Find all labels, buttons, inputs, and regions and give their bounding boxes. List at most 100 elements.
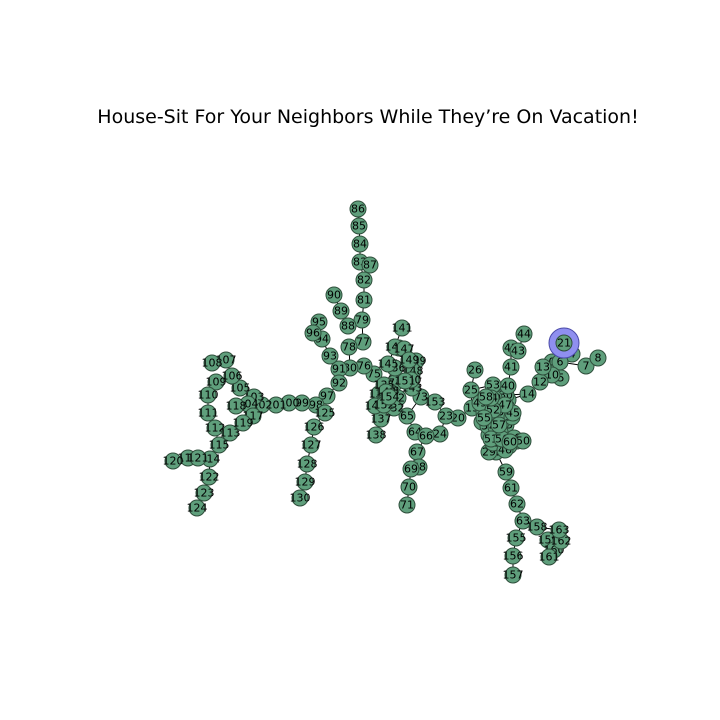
node-label: 7 xyxy=(583,360,590,373)
node-circle xyxy=(550,521,568,539)
graph-node-59: 59 xyxy=(497,463,515,481)
node-circle xyxy=(332,302,350,320)
graph-node-122: 122 xyxy=(199,468,220,486)
node-circle xyxy=(349,200,367,218)
graph-node-106: 106 xyxy=(222,367,243,385)
node-circle xyxy=(466,361,484,379)
node-circle xyxy=(321,347,339,365)
node-label: 124 xyxy=(187,502,208,515)
node-label: 120 xyxy=(163,455,184,468)
graph-node-81: 81 xyxy=(355,291,373,309)
graph-node-44: 44 xyxy=(515,325,533,343)
node-circle xyxy=(231,379,249,397)
node-label: 65 xyxy=(400,410,414,423)
node-label: 50 xyxy=(516,435,530,448)
graph-node-7: 7 xyxy=(577,357,595,375)
graph-node-151: 151 xyxy=(395,372,416,390)
node-circle xyxy=(504,566,522,584)
node-circle xyxy=(291,489,309,507)
node-label: 130 xyxy=(290,492,311,505)
node-label: 119 xyxy=(233,417,254,430)
node-label: 156 xyxy=(503,550,524,563)
node-circle xyxy=(355,291,373,309)
graph-node-155: 155 xyxy=(506,529,527,547)
node-label: 6 xyxy=(557,356,564,369)
graph-node-129: 129 xyxy=(295,473,316,491)
node-label: 25 xyxy=(464,384,478,397)
node-label: 57 xyxy=(492,419,506,432)
node-label: 108 xyxy=(202,357,223,370)
node-label: 110 xyxy=(198,389,219,402)
graph-node-93: 93 xyxy=(321,347,339,365)
node-circle xyxy=(417,427,435,445)
graph-node-125: 125 xyxy=(315,404,336,422)
node-circle xyxy=(577,357,595,375)
node-label: 127 xyxy=(301,439,322,452)
graph-node-61: 61 xyxy=(502,479,520,497)
node-label: 128 xyxy=(297,458,318,471)
graph-node-62: 62 xyxy=(508,495,526,513)
node-label: 154 xyxy=(379,391,400,404)
graph-node-107: 107 xyxy=(216,351,237,369)
graph-node-58: 58 xyxy=(477,388,495,406)
node-circle xyxy=(355,271,373,289)
graph-node-91: 91 xyxy=(330,360,348,378)
node-label: 77 xyxy=(356,336,370,349)
node-label: 141 xyxy=(392,322,413,335)
node-label: 89 xyxy=(334,305,348,318)
graph-node-158: 158 xyxy=(527,518,548,536)
graph-node-153: 153 xyxy=(425,393,446,411)
graph-node-89: 89 xyxy=(332,302,350,320)
node-label: 125 xyxy=(315,407,336,420)
graph-node-110: 110 xyxy=(198,386,219,404)
node-circle xyxy=(195,484,213,502)
node-label: 90 xyxy=(327,289,341,302)
graph-node-82: 82 xyxy=(355,271,373,289)
node-circle xyxy=(199,404,217,422)
node-label: 109 xyxy=(206,376,227,389)
node-circle xyxy=(200,468,218,486)
node-circle xyxy=(490,416,508,434)
graph-node-138: 138 xyxy=(366,426,387,444)
node-label: 59 xyxy=(499,466,513,479)
graph-node-99: 99 xyxy=(293,394,311,412)
graph-node-123: 123 xyxy=(194,484,215,502)
node-label: 71 xyxy=(400,499,414,512)
graph-node-149: 149 xyxy=(399,351,420,369)
graph-node-137: 137 xyxy=(371,410,392,428)
graph-node-112: 112 xyxy=(205,419,226,437)
node-label: 97 xyxy=(320,390,334,403)
graph-node-87: 87 xyxy=(361,256,379,274)
node-label: 67 xyxy=(410,446,424,459)
graph-node-163: 163 xyxy=(549,521,570,539)
graph-node-14: 14 xyxy=(519,385,537,403)
graph-node-161: 161 xyxy=(539,548,560,566)
graph-node-40: 40 xyxy=(499,377,517,395)
graph-node-124: 124 xyxy=(187,499,208,517)
node-label: 23 xyxy=(439,410,453,423)
node-label: 70 xyxy=(402,481,416,494)
node-label: 149 xyxy=(399,354,420,367)
node-label: 121 xyxy=(188,452,209,465)
node-label: 107 xyxy=(216,354,237,367)
graph-node-92: 92 xyxy=(330,374,348,392)
graph-node-130: 130 xyxy=(290,489,311,507)
graph-node-111: 111 xyxy=(198,404,219,422)
node-label: 145 xyxy=(378,358,399,371)
node-circle xyxy=(504,547,522,565)
node-label: 122 xyxy=(199,471,220,484)
node-label: 123 xyxy=(194,487,215,500)
node-label: 21 xyxy=(557,337,571,350)
node-label: 92 xyxy=(332,377,346,390)
node-label: 151 xyxy=(395,375,416,388)
node-circle xyxy=(330,374,348,392)
node-circle xyxy=(380,388,398,406)
node-label: 47 xyxy=(498,399,512,412)
graph-node-66: 66 xyxy=(417,427,435,445)
node-circle xyxy=(379,355,397,373)
graph-node-120: 120 xyxy=(163,452,184,470)
node-circle xyxy=(507,529,525,547)
graph-node-97: 97 xyxy=(318,387,336,405)
graph-node-24: 24 xyxy=(431,425,449,443)
node-circle xyxy=(519,385,537,403)
